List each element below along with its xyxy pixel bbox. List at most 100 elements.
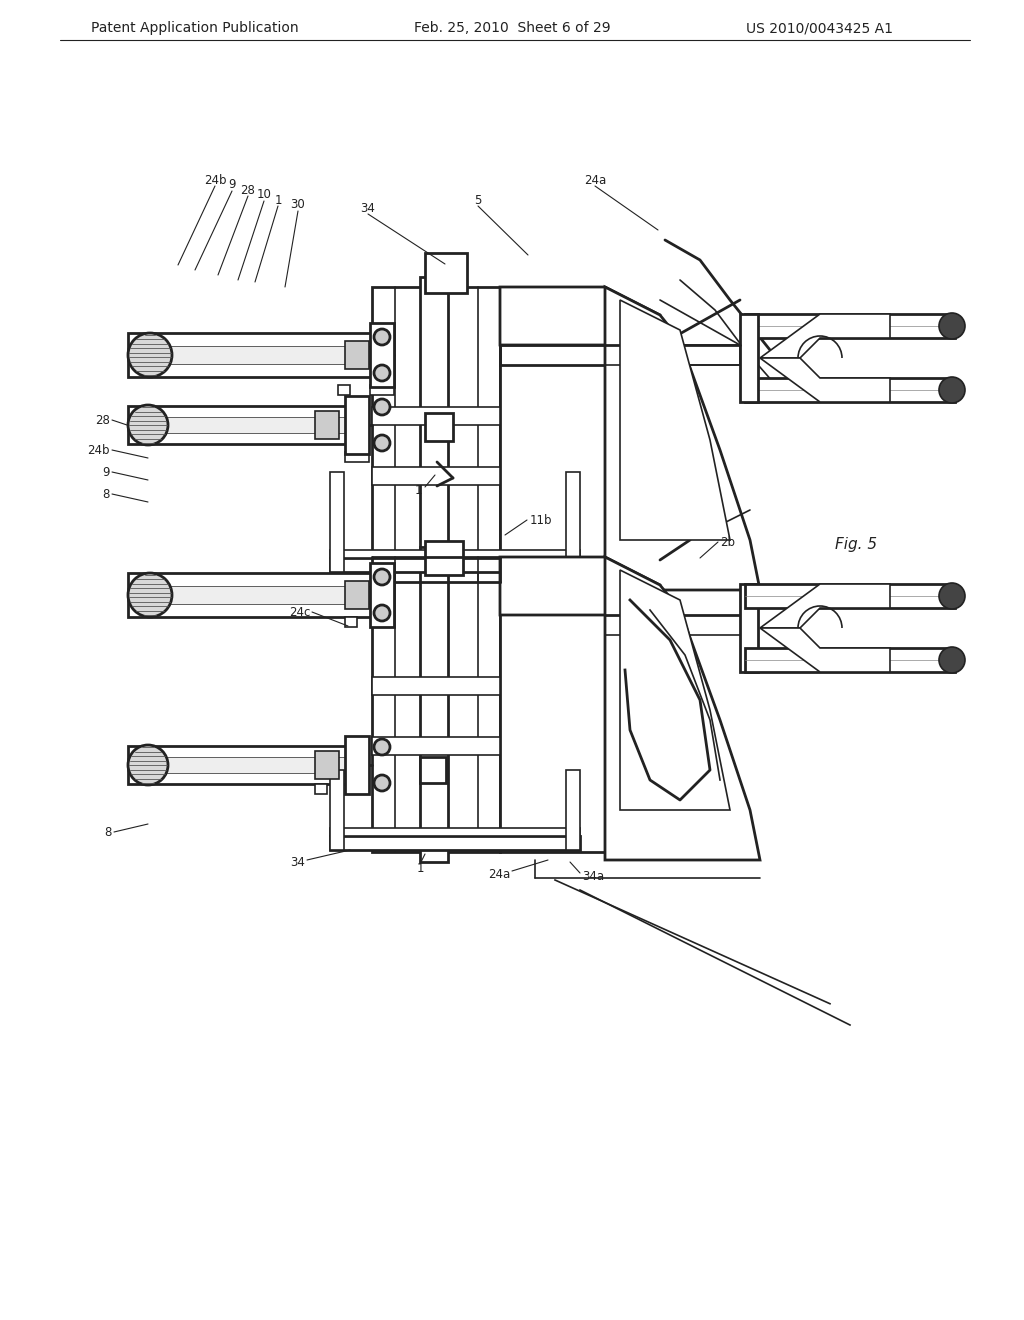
Bar: [660, 345, 740, 366]
Text: Feb. 25, 2010  Sheet 6 of 29: Feb. 25, 2010 Sheet 6 of 29: [414, 21, 610, 36]
Text: 30: 30: [291, 198, 305, 211]
Bar: [745, 583, 955, 609]
Circle shape: [128, 333, 172, 378]
Polygon shape: [605, 557, 760, 861]
Bar: [745, 314, 955, 338]
Polygon shape: [500, 286, 660, 345]
Polygon shape: [605, 286, 760, 590]
Bar: [150, 586, 378, 605]
Bar: [745, 378, 955, 403]
Bar: [370, 564, 394, 627]
Bar: [150, 346, 378, 364]
Circle shape: [939, 313, 965, 339]
Circle shape: [374, 605, 390, 620]
Bar: [345, 616, 357, 627]
Bar: [372, 677, 500, 696]
Text: 34a: 34a: [582, 870, 604, 883]
Text: 5: 5: [474, 194, 481, 206]
Text: 28: 28: [95, 413, 110, 426]
Bar: [345, 451, 369, 462]
Circle shape: [374, 329, 390, 345]
Bar: [345, 341, 369, 370]
Bar: [128, 746, 353, 784]
Bar: [330, 558, 580, 572]
Bar: [500, 286, 605, 582]
Text: 34: 34: [360, 202, 376, 214]
Text: 9: 9: [228, 178, 236, 191]
Bar: [315, 411, 339, 440]
Bar: [345, 737, 369, 795]
Circle shape: [939, 647, 965, 673]
Bar: [330, 473, 344, 572]
Bar: [372, 737, 500, 755]
Text: 24a: 24a: [584, 173, 606, 186]
Circle shape: [374, 436, 390, 451]
Circle shape: [128, 573, 172, 616]
Polygon shape: [620, 300, 730, 540]
Bar: [370, 323, 394, 387]
Bar: [745, 648, 955, 672]
Text: US 2010/0043425 A1: US 2010/0043425 A1: [746, 21, 894, 36]
Circle shape: [374, 569, 390, 585]
Text: 28: 28: [241, 183, 255, 197]
Text: 24b: 24b: [87, 444, 110, 457]
Text: Patent Application Publication: Patent Application Publication: [91, 21, 299, 36]
Polygon shape: [760, 358, 890, 403]
Polygon shape: [760, 583, 890, 628]
Circle shape: [374, 399, 390, 414]
Bar: [566, 770, 580, 850]
Polygon shape: [760, 628, 890, 672]
Bar: [425, 541, 463, 576]
Circle shape: [939, 583, 965, 609]
Bar: [330, 836, 580, 850]
Text: 24b: 24b: [204, 173, 226, 186]
Bar: [128, 333, 378, 378]
Text: 1: 1: [415, 483, 423, 496]
Bar: [345, 396, 369, 454]
Text: 11b: 11b: [530, 513, 553, 527]
Bar: [566, 473, 580, 572]
Text: Fig. 5: Fig. 5: [835, 537, 878, 553]
Bar: [420, 756, 446, 783]
Bar: [345, 581, 369, 609]
Text: 24c: 24c: [289, 606, 310, 619]
Bar: [425, 253, 467, 293]
Bar: [330, 828, 580, 836]
Bar: [315, 784, 327, 795]
Text: 1: 1: [274, 194, 282, 206]
Text: 34: 34: [290, 855, 305, 869]
Bar: [500, 557, 605, 851]
Bar: [338, 385, 350, 395]
Bar: [740, 583, 758, 672]
Circle shape: [939, 378, 965, 403]
Circle shape: [128, 744, 168, 785]
Bar: [315, 751, 339, 779]
Bar: [372, 286, 500, 582]
Text: 10: 10: [257, 189, 271, 202]
Text: 8: 8: [104, 825, 112, 838]
Circle shape: [374, 366, 390, 381]
Bar: [420, 546, 449, 862]
Polygon shape: [500, 557, 660, 615]
Bar: [370, 385, 394, 395]
Bar: [372, 407, 500, 425]
Bar: [372, 557, 500, 851]
Text: 1: 1: [416, 862, 424, 874]
Circle shape: [128, 405, 168, 445]
Bar: [420, 277, 449, 591]
Circle shape: [374, 739, 390, 755]
Circle shape: [374, 775, 390, 791]
Bar: [128, 573, 378, 616]
Bar: [148, 756, 353, 774]
Text: 9: 9: [102, 466, 110, 479]
Polygon shape: [760, 314, 890, 358]
Bar: [372, 467, 500, 484]
Bar: [425, 413, 453, 441]
Text: 8: 8: [102, 487, 110, 500]
Bar: [148, 417, 353, 433]
Polygon shape: [620, 570, 730, 810]
Bar: [330, 550, 580, 558]
Text: 2b: 2b: [720, 536, 735, 549]
Text: 24a: 24a: [487, 867, 510, 880]
Bar: [740, 314, 758, 403]
